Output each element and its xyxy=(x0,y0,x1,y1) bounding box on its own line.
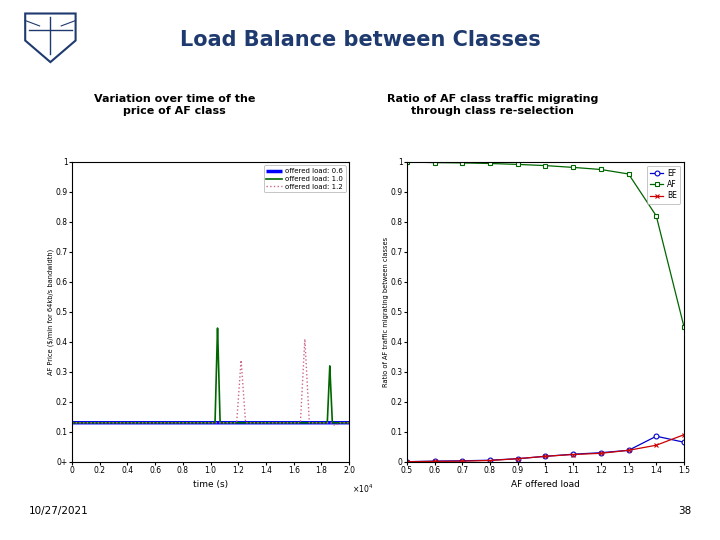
AF xyxy=(431,159,439,166)
Line: BE: BE xyxy=(405,433,686,464)
EF xyxy=(513,455,522,462)
offered load: 0.6: (1.45, 0.13): 0.6: (1.45, 0.13) xyxy=(269,420,278,426)
Y-axis label: AF Price ($/min for 64kb/s bandwidth): AF Price ($/min for 64kb/s bandwidth) xyxy=(48,249,54,375)
Y-axis label: Ratio of AF traffic migrating between classes: Ratio of AF traffic migrating between cl… xyxy=(383,237,389,387)
EF xyxy=(541,453,550,460)
AF xyxy=(569,164,577,171)
offered load: 0.6: (0.95, 0.13): 0.6: (0.95, 0.13) xyxy=(199,420,208,426)
offered load: 1.0: (0.95, 0.13): 1.0: (0.95, 0.13) xyxy=(199,420,208,426)
Text: Ratio of AF class traffic migrating
through class re-selection: Ratio of AF class traffic migrating thro… xyxy=(387,94,598,116)
Legend: offered load: 0.6, offered load: 1.0, offered load: 1.2: offered load: 0.6, offered load: 1.0, of… xyxy=(264,165,346,192)
EF xyxy=(624,447,633,454)
offered load: 0.6: (0.84, 0.13): 0.6: (0.84, 0.13) xyxy=(184,420,193,426)
AF xyxy=(458,160,467,166)
EF xyxy=(458,457,467,464)
Text: 38: 38 xyxy=(678,505,691,516)
Line: offered load: 1.0: offered load: 1.0 xyxy=(72,328,349,423)
Legend: EF, AF, BE: EF, AF, BE xyxy=(647,166,680,204)
AF xyxy=(513,161,522,167)
EF xyxy=(485,457,494,463)
AF xyxy=(596,166,605,173)
offered load: 0.6: (2, 0.13): 0.6: (2, 0.13) xyxy=(345,420,354,426)
offered load: 1.0: (1.84, 0.13): 1.0: (1.84, 0.13) xyxy=(323,420,331,426)
Line: AF: AF xyxy=(405,159,686,329)
offered load: 1.2: (0.84, 0.13): 1.2: (0.84, 0.13) xyxy=(184,420,193,426)
Text: 10/27/2021: 10/27/2021 xyxy=(29,505,89,516)
offered load: 1.2: (1.94, 0.13): 1.2: (1.94, 0.13) xyxy=(336,420,345,426)
offered load: 1.2: (1.9, 0.12): 1.2: (1.9, 0.12) xyxy=(331,422,340,429)
AF xyxy=(485,160,494,167)
Text: Variation over time of the
price of AF class: Variation over time of the price of AF c… xyxy=(94,94,255,116)
EF xyxy=(596,449,605,456)
offered load: 0.6: (0.856, 0.13): 0.6: (0.856, 0.13) xyxy=(186,420,195,426)
BE xyxy=(485,457,494,464)
offered load: 1.2: (2, 0.13): 1.2: (2, 0.13) xyxy=(345,420,354,426)
BE xyxy=(431,458,439,464)
Text: $\times10^4$: $\times10^4$ xyxy=(352,483,373,495)
Text: Load Balance between Classes: Load Balance between Classes xyxy=(179,30,541,50)
EF xyxy=(680,439,688,446)
X-axis label: AF offered load: AF offered load xyxy=(511,481,580,489)
offered load: 1.2: (0, 0.13): 1.2: (0, 0.13) xyxy=(68,420,76,426)
offered load: 0.6: (1.94, 0.13): 0.6: (1.94, 0.13) xyxy=(336,420,345,426)
offered load: 1.2: (1.68, 0.409): 1.2: (1.68, 0.409) xyxy=(300,336,309,342)
offered load: 1.2: (1.45, 0.13): 1.2: (1.45, 0.13) xyxy=(269,420,278,426)
offered load: 1.0: (0.84, 0.13): 1.0: (0.84, 0.13) xyxy=(184,420,193,426)
BE xyxy=(458,458,467,464)
offered load: 0.6: (0, 0.13): 0.6: (0, 0.13) xyxy=(68,420,76,426)
AF xyxy=(652,213,661,219)
offered load: 1.2: (1.84, 0.13): 1.2: (1.84, 0.13) xyxy=(323,420,331,426)
BE xyxy=(569,451,577,458)
offered load: 1.0: (0, 0.13): 1.0: (0, 0.13) xyxy=(68,420,76,426)
X-axis label: time (s): time (s) xyxy=(193,481,228,489)
EF xyxy=(652,433,661,440)
BE xyxy=(513,455,522,462)
BE xyxy=(680,431,688,438)
AF xyxy=(680,323,688,330)
Line: EF: EF xyxy=(405,434,686,464)
offered load: 1.0: (2, 0.13): 1.0: (2, 0.13) xyxy=(345,420,354,426)
BE xyxy=(624,447,633,454)
BE xyxy=(541,453,550,460)
Line: offered load: 1.2: offered load: 1.2 xyxy=(72,339,349,426)
AF xyxy=(541,163,550,169)
EF xyxy=(569,451,577,457)
offered load: 0.6: (1.84, 0.13): 0.6: (1.84, 0.13) xyxy=(323,420,331,426)
offered load: 1.0: (1.94, 0.13): 1.0: (1.94, 0.13) xyxy=(336,420,345,426)
offered load: 1.0: (1.05, 0.446): 1.0: (1.05, 0.446) xyxy=(213,325,222,332)
offered load: 1.0: (0.856, 0.13): 1.0: (0.856, 0.13) xyxy=(186,420,195,426)
BE xyxy=(596,450,605,456)
offered load: 1.0: (1.45, 0.13): 1.0: (1.45, 0.13) xyxy=(269,420,278,426)
BE xyxy=(402,458,411,465)
AF xyxy=(402,159,411,165)
BE xyxy=(652,442,661,448)
EF xyxy=(431,458,439,464)
offered load: 1.2: (0.95, 0.13): 1.2: (0.95, 0.13) xyxy=(199,420,208,426)
offered load: 1.2: (0.856, 0.13): 1.2: (0.856, 0.13) xyxy=(186,420,195,426)
AF xyxy=(624,171,633,177)
EF xyxy=(402,458,411,465)
